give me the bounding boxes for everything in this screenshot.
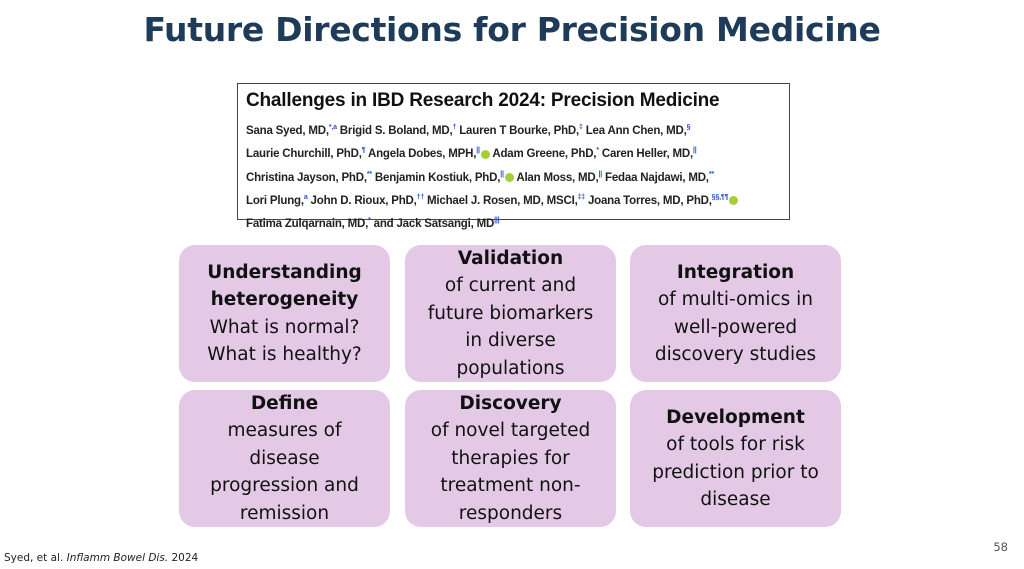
- author-name: Lea Ann Chen, MD,: [582, 124, 687, 137]
- citation-journal: Inflamm Bowel Dis.: [66, 552, 169, 564]
- author-affiliation-mark: ||: [476, 147, 480, 155]
- author-name: Lauren T Bourke, PhD,: [456, 124, 579, 137]
- author-name: Adam Greene, PhD,: [489, 148, 597, 161]
- author-line: Lori Plung,a John D. Rioux, PhD,†† Micha…: [246, 188, 781, 211]
- author-list: Sana Syed, MD,*,a Brigid S. Boland, MD,†…: [246, 118, 781, 235]
- card-define: Define measures of disease progression a…: [179, 390, 390, 527]
- card-heading: Discovery: [459, 392, 562, 414]
- card-heading: Integration: [676, 261, 795, 283]
- orcid-icon: [480, 149, 490, 159]
- author-affiliation-mark: ||: [598, 170, 603, 178]
- citation: Syed, et al. Inflamm Bowel Dis. 2024: [4, 552, 198, 564]
- author-name: John D. Rioux, PhD,: [307, 194, 417, 207]
- card-heading: Define: [250, 392, 319, 414]
- card-heading: Understanding heterogeneity: [207, 261, 362, 311]
- author-name: Christina Jayson, PhD,: [246, 171, 367, 184]
- author-name: Laurie Churchill, PhD,: [246, 148, 362, 161]
- orcid-icon: [504, 172, 514, 182]
- card-body: of novel targeted therapies for treatmen…: [430, 420, 591, 524]
- author-name: Fatima Zulqarnain, MD,: [246, 218, 369, 231]
- card-development: Development of tools for risk prediction…: [630, 390, 841, 527]
- author-affiliation-mark: §: [686, 124, 691, 131]
- author-name: Brigid S. Boland, MD,: [336, 124, 453, 137]
- author-affiliation-mark: **: [708, 170, 714, 178]
- author-affiliation-mark: ||: [693, 147, 697, 155]
- author-affiliation-mark: *,a: [328, 124, 337, 131]
- citation-authors: Syed, et al.: [4, 552, 67, 564]
- author-name: Angela Dobes, MPH,: [365, 148, 477, 161]
- page-number: 58: [993, 540, 1008, 554]
- author-name: Benjamin Kostiuk, PhD,: [371, 171, 501, 184]
- author-affiliation-mark: |||: [494, 217, 500, 225]
- orcid-icon: [729, 196, 739, 206]
- author-affiliation-mark: ‡‡: [577, 193, 586, 201]
- author-name: Sana Syed, MD,: [246, 124, 329, 137]
- author-affiliation-mark: †: [452, 124, 457, 131]
- author-affiliation-mark: *: [368, 217, 371, 225]
- author-name: and Jack Satsangi, MD: [370, 218, 495, 231]
- card-integration: Integration of multi-omics in well-power…: [630, 245, 841, 382]
- author-affiliation-mark: *: [596, 147, 599, 155]
- card-understanding-heterogeneity: Understanding heterogeneity What is norm…: [179, 245, 390, 382]
- author-affiliation-mark: a: [303, 193, 308, 201]
- card-body: What is normal? What is healthy?: [207, 316, 362, 366]
- author-name: Alan Moss, MD,: [513, 171, 599, 184]
- author-name: Michael J. Rosen, MD, MSCI,: [424, 194, 578, 207]
- author-line: Laurie Churchill, PhD,¶ Angela Dobes, MP…: [246, 141, 781, 164]
- card-heading: Validation: [457, 247, 564, 269]
- author-affiliation-mark: **: [366, 170, 372, 178]
- author-affiliation-mark: ¶: [361, 147, 366, 155]
- paper-title: Challenges in IBD Research 2024: Precisi…: [246, 90, 720, 111]
- author-name: Fedaa Najdawi, MD,: [602, 171, 709, 184]
- author-line: Christina Jayson, PhD,** Benjamin Kostiu…: [246, 165, 781, 188]
- card-validation: Validation of current and future biomark…: [405, 245, 616, 382]
- author-line: Fatima Zulqarnain, MD,* and Jack Satsang…: [246, 211, 781, 234]
- paper-header-image: Challenges in IBD Research 2024: Precisi…: [237, 83, 790, 230]
- card-body: of multi-omics in well-powered discovery…: [654, 289, 817, 365]
- card-discovery: Discovery of novel targeted therapies fo…: [405, 390, 616, 527]
- card-body: measures of disease progression and remi…: [210, 420, 359, 524]
- card-heading: Development: [666, 406, 805, 428]
- author-name: Lori Plung,: [246, 194, 304, 207]
- author-affiliation-mark: §§,¶¶: [711, 193, 729, 201]
- author-affiliation-mark: ||: [500, 170, 504, 178]
- card-body: of tools for risk prediction prior to di…: [652, 434, 819, 510]
- author-line: Sana Syed, MD,*,a Brigid S. Boland, MD,†…: [246, 118, 781, 141]
- card-body: of current and future biomarkers in dive…: [427, 275, 594, 379]
- author-name: Joana Torres, MD, PhD,: [584, 194, 712, 207]
- author-affiliation-mark: ‡: [579, 124, 583, 131]
- author-name: Caren Heller, MD,: [598, 148, 694, 161]
- author-affiliation-mark: ††: [416, 193, 425, 201]
- slide-title: Future Directions for Precision Medicine: [143, 10, 881, 49]
- citation-year: 2024: [168, 552, 199, 564]
